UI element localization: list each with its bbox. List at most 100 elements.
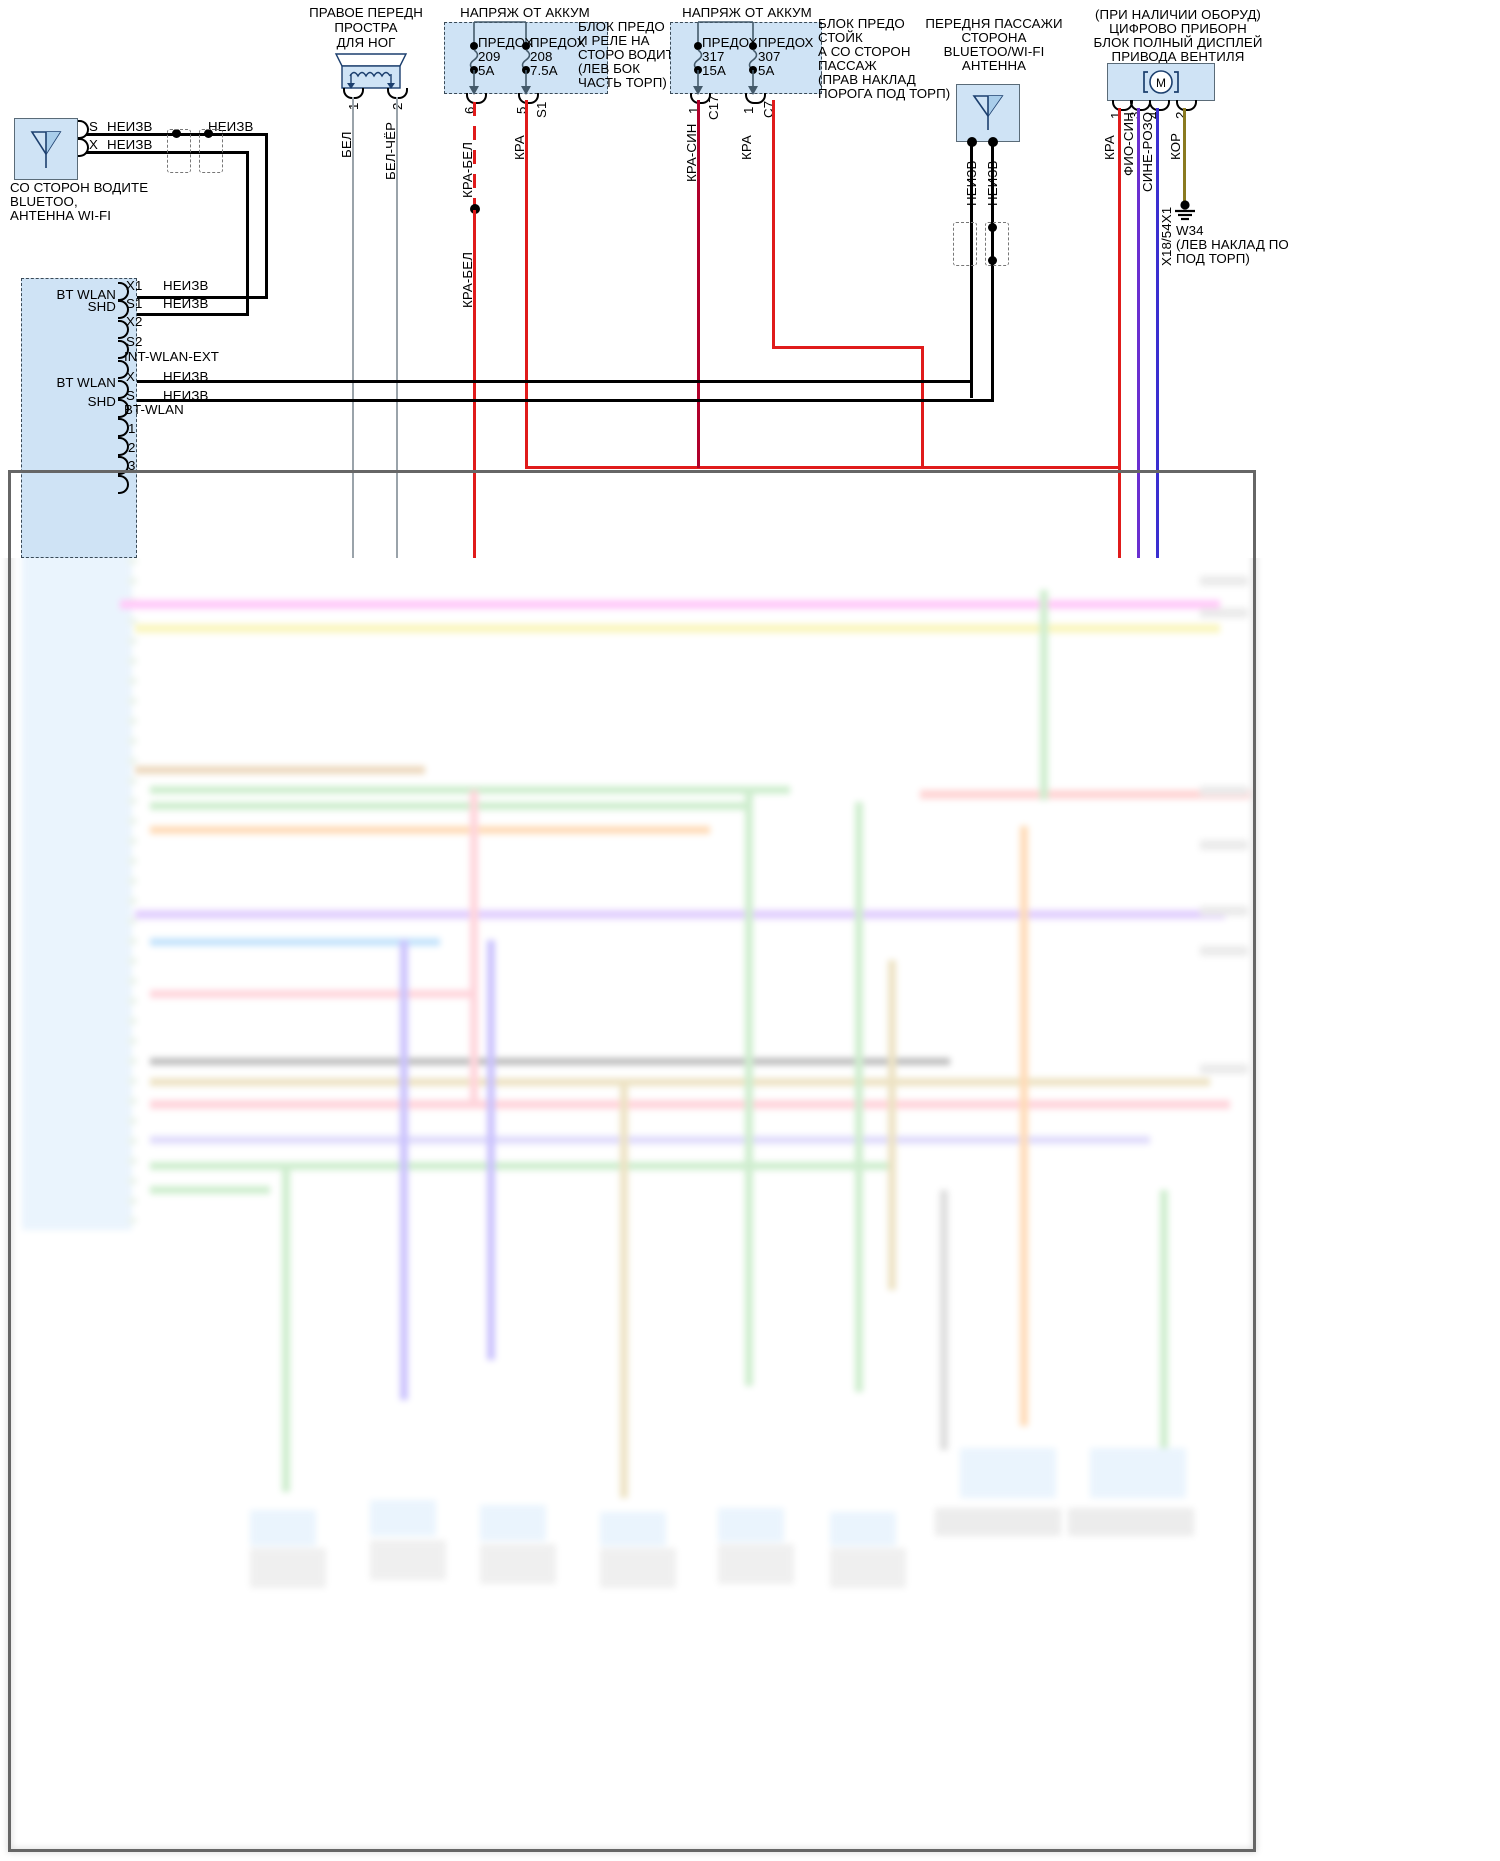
fuse-307-wire-label: КРА (739, 135, 754, 160)
fuse-209-conn-tick (466, 93, 487, 104)
fuse-307-label: ПРЕДОХ (758, 35, 814, 50)
fuse-307-number: 307 (758, 49, 781, 64)
vent-actuator-tick-4 (1149, 100, 1170, 111)
wire-red-bus-bottom (525, 466, 1119, 469)
fuse-208-conn-tick (518, 93, 539, 104)
fuse-317-rating: 15A (702, 63, 726, 78)
fuse-208-rating: 7.5A (530, 63, 558, 78)
wire-driver-antenna-x-drop (246, 151, 249, 315)
wire-fuse-307-drop (921, 346, 924, 468)
fuse-208-label: ПРЕДОХ (530, 35, 586, 50)
vent-actuator-caption-line-4: ПРИВОДА ВЕНТИЛЯ (1111, 49, 1245, 64)
vent-actuator-caption-line-3: БЛОК ПОЛНЫЙ ДИСПЛЕЙ (1093, 35, 1263, 50)
passenger-antenna-caption-line-3: BLUETOO/WI-FI (943, 44, 1045, 59)
fuse-317-conn-tick (690, 93, 711, 104)
splice-ellipse-left (167, 129, 191, 173)
bt-wlan-pin-id-2: 2 (128, 440, 136, 455)
wire-fuse-208 (525, 100, 528, 468)
bt-wlan-tick-btwlan (118, 418, 129, 437)
vent-actuator-wire-3: ФИО-СИН (1121, 112, 1136, 176)
fusebox-passenger-caption-line-2: СТОЙК (818, 30, 863, 45)
bt-wlan-module-box[interactable] (21, 278, 137, 558)
fuse-307-pin-id: 1 (741, 106, 756, 115)
passenger-antenna-caption-line-2: СТОРОНА (961, 30, 1027, 45)
vent-actuator-wire-4: СИНЕ-РОЗО (1140, 111, 1155, 192)
fuse-317-pin2-id: C17 (706, 95, 721, 120)
bt-wlan-pin-id-int-wlan-ext: INT-WLAN-EXT (124, 349, 220, 364)
bt-wlan-pin-id-x1: X1 (126, 278, 143, 293)
bt-wlan-pin-id-s2: S2 (126, 334, 143, 349)
vent-actuator-pin-2-id: 2 (1173, 111, 1188, 120)
splice-ellipse-right (199, 129, 223, 173)
bt-wlan-tick-3 (118, 475, 129, 494)
bt-wlan-pin-id-3: 3 (128, 458, 136, 473)
wire-passenger-antenna-1 (970, 140, 973, 398)
bt-wlan-tick-s1 (118, 300, 129, 319)
splice-dot-x2 (204, 129, 213, 138)
motor-icon: M (1143, 70, 1179, 94)
rh-footwell-caption-line-1: ПРАВОЕ ПЕРЕДН (309, 5, 423, 20)
bt-wlan-tick-x (118, 380, 129, 399)
fuse-209-number: 209 (478, 49, 501, 64)
splice-dot-s (172, 129, 181, 138)
bt-wlan-tick-s (118, 399, 129, 418)
vent-actuator-caption-line-1: (ПРИ НАЛИЧИИ ОБОРУД) (1095, 7, 1261, 22)
svg-text:M: M (1156, 76, 1166, 90)
bt-wlan-wire-s: НЕИЗВ (163, 388, 209, 403)
ground-w34-caption-line-2: ПОД ТОРП) (1176, 251, 1250, 266)
antenna-icon (972, 95, 1004, 130)
fusebox-passenger-caption-line-4: ПАССАЖ (818, 58, 877, 73)
bt-wlan-tick-x2 (118, 320, 129, 339)
bt-wlan-wire-s1: НЕИЗВ (163, 296, 209, 311)
wire-driver-antenna-s-drop (265, 133, 268, 298)
driver-antenna-caption-line-3: АНТЕННА WI-FI (10, 208, 112, 223)
fusebox-passenger-caption-line-3: А СО СТОРОН (818, 44, 911, 59)
fusebox-driver-caption-line-2: И РЕЛЕ НА (578, 33, 650, 48)
wire-passenger-antenna-1-to-x (136, 380, 972, 383)
wire-fuse-317 (697, 100, 700, 468)
driver-antenna-pin-tick-x (78, 138, 89, 157)
speaker-icon[interactable] (330, 52, 412, 92)
bt-wlan-tick-int (118, 360, 129, 379)
rh-footwell-caption-line-2: ПРОСТРА (334, 20, 398, 35)
ground-w34-id: W34 (1176, 223, 1204, 238)
splice-dot-209 (470, 204, 480, 214)
wire-driver-antenna-s-into-x1 (136, 296, 268, 299)
driver-antenna-pin-tick-s (78, 120, 89, 139)
bt-wlan-wire-x1: НЕИЗВ (163, 278, 209, 293)
fusebox-driver-supply-label: НАПРЯЖ ОТ АККУМ (460, 5, 590, 20)
fusebox-passenger-supply-label: НАПРЯЖ ОТ АККУМ (682, 5, 812, 20)
fusebox-driver-fuses-icon (469, 21, 531, 95)
rh-footwell-caption-line-3: ДЛЯ НОГ (336, 35, 396, 50)
driver-antenna-box[interactable] (14, 118, 78, 180)
vent-actuator-tick-3 (1130, 100, 1151, 111)
wire-fuse-209-dashed (473, 102, 476, 208)
fuse-208-number: 208 (530, 49, 553, 64)
wire-rh-footwell-2 (396, 97, 399, 558)
fusebox-passenger-fuses-icon (693, 21, 758, 95)
fusebox-driver-caption-line-1: БЛОК ПРЕДО (578, 19, 665, 34)
vent-actuator-tick-2 (1176, 100, 1197, 111)
fusebox-passenger-caption-line-6: ПОРОГА ПОД ТОРП) (818, 86, 951, 101)
fuse-317-label: ПРЕДОХ (702, 35, 758, 50)
bt-wlan-pin-label-x: BT WLAN (56, 375, 116, 390)
wire-rh-footwell-1 (352, 97, 355, 558)
bt-wlan-pin-label-s: SHD (87, 394, 116, 409)
splice-dot-pass-2 (988, 256, 997, 265)
wire-vent-pin-3 (1137, 108, 1140, 558)
wire-fuse-307-branch (772, 346, 924, 349)
driver-antenna-pin-x-id: X (89, 137, 98, 152)
bt-wlan-tick-2 (118, 456, 129, 475)
fuse-209-rating: 5A (478, 63, 495, 78)
driver-antenna-pin-x-wire: НЕИЗВ (107, 137, 153, 152)
passenger-antenna-caption-line-1: ПЕРЕДНЯ ПАССАЖИ (925, 16, 1063, 31)
fuse-307-rating: 5A (758, 63, 775, 78)
splice-ellipse-pass-right (985, 222, 1009, 266)
passenger-antenna-caption-line-4: АНТЕННА (961, 58, 1027, 73)
wire-vent-pin-4 (1156, 108, 1159, 558)
fusebox-passenger-caption-line-1: БЛОК ПРЕДО (818, 16, 905, 31)
fusebox-passenger-caption-line-5: (ПРАВ НАКЛАД (818, 72, 916, 87)
diagram-upper-sharp-region: СО СТОРОН ВОДИТЕ BLUETOO, АНТЕННА WI-FI … (0, 0, 1500, 558)
bt-wlan-pin-label-x1: BT WLAN (56, 287, 116, 302)
